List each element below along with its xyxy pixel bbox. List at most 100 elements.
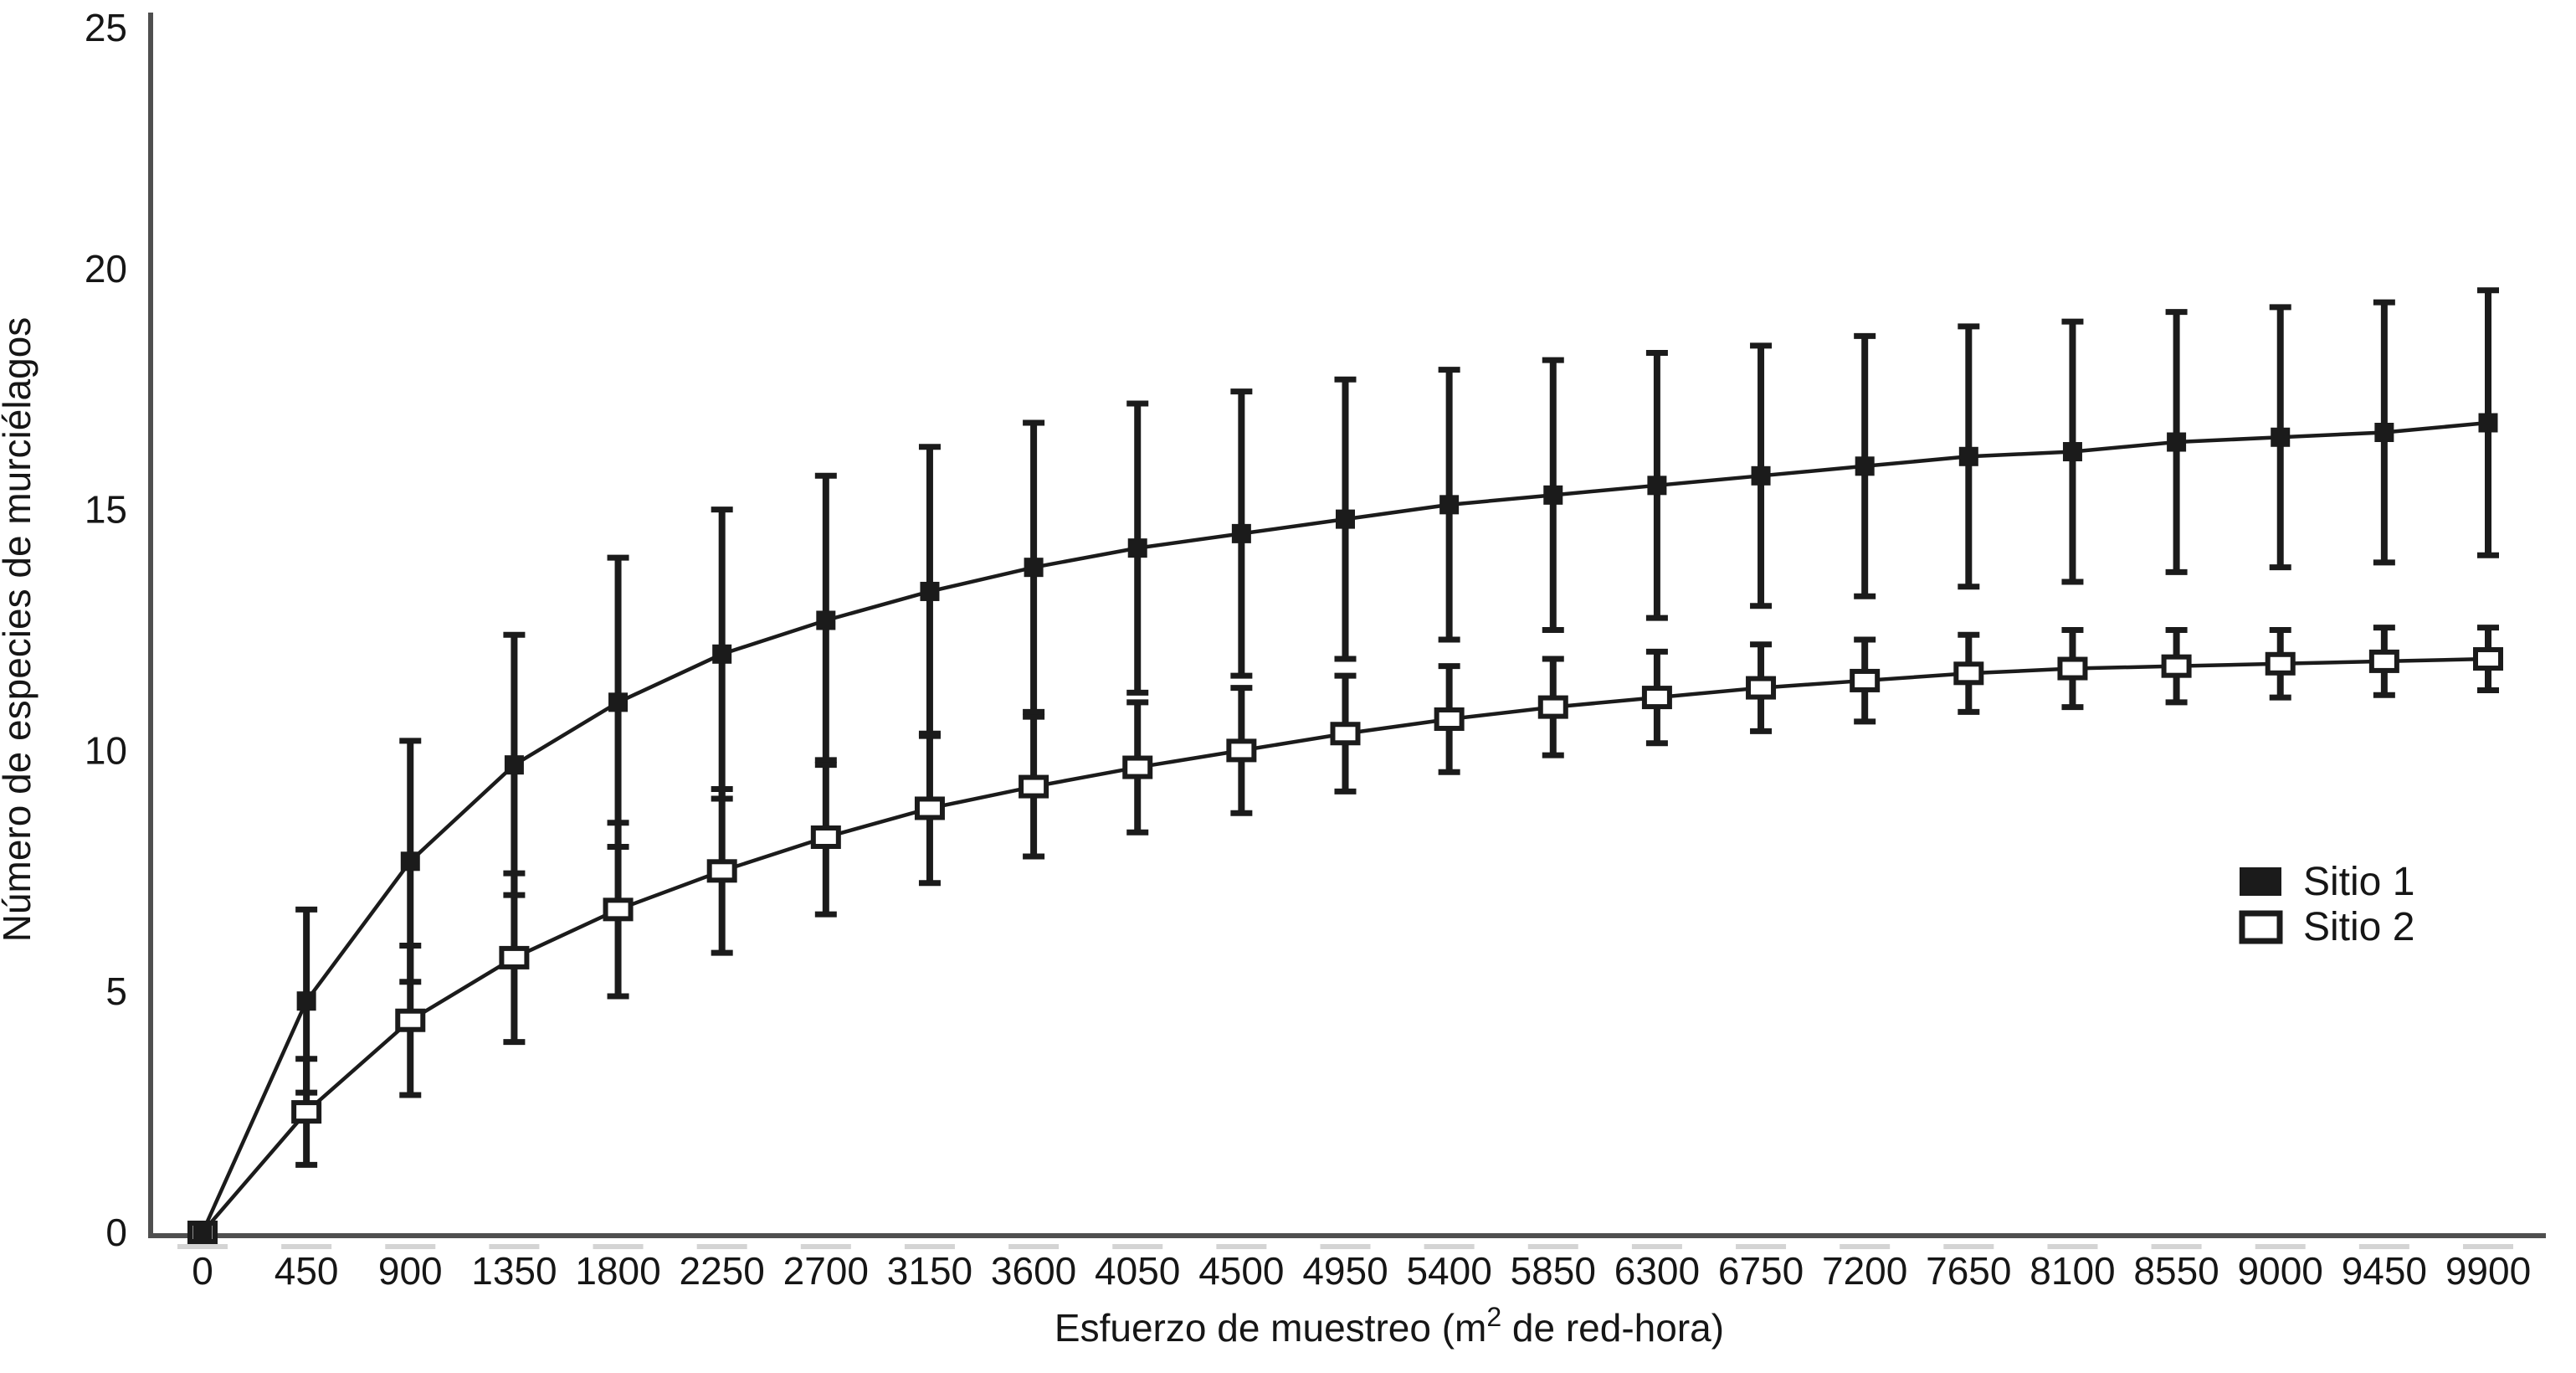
- x-tick-mark: [2151, 1244, 2202, 1249]
- y-tick-label: 5: [105, 969, 127, 1013]
- x-tick-mark: [281, 1244, 332, 1249]
- y-axis-title: Número de especies de murciélagos: [0, 317, 38, 943]
- marker-sitio-2: [1122, 755, 1153, 779]
- x-tick-label: 6750: [1718, 1249, 1804, 1293]
- x-tick-mark: [1527, 1244, 1578, 1249]
- legend-swatch-sitio-1: [2240, 867, 2281, 896]
- x-axis-tick-marks: [177, 1244, 2513, 1249]
- x-tick-label: 7200: [1822, 1249, 1907, 1293]
- marker-sitio-1: [2062, 442, 2082, 462]
- x-tick-label: 9000: [2238, 1249, 2323, 1293]
- x-tick-label: 6300: [1614, 1249, 1700, 1293]
- x-tick-mark: [1008, 1244, 1060, 1249]
- x-axis-title-post: de red-hora): [1501, 1306, 1724, 1350]
- marker-sitio-2: [1953, 661, 1984, 686]
- x-tick-label: 0: [192, 1249, 213, 1293]
- legend: Sitio 1 Sitio 2: [2239, 860, 2414, 949]
- series-sitio-2: [187, 625, 2503, 1244]
- x-tick-label: 5850: [1511, 1249, 1596, 1293]
- marker-sitio-1: [816, 610, 836, 630]
- x-tick-mark: [696, 1244, 747, 1249]
- marker-sitio-2: [1537, 695, 1568, 719]
- x-axis-title-superscript: 2: [1486, 1302, 1501, 1332]
- marker-sitio-2: [706, 859, 737, 883]
- y-axis-tick-labels: 0 5 10 15 20 25: [85, 6, 127, 1254]
- marker-sitio-1: [1751, 465, 1771, 486]
- x-tick-mark: [904, 1244, 955, 1249]
- marker-sitio-2: [2265, 651, 2296, 676]
- x-tick-mark: [1320, 1244, 1371, 1249]
- marker-sitio-1: [2271, 427, 2291, 447]
- marker-sitio-1: [1439, 495, 1460, 515]
- marker-sitio-1: [1231, 523, 1251, 543]
- x-tick-label: 2700: [783, 1249, 869, 1293]
- x-axis-title: Esfuerzo de muestreo (m2 de red-hora): [1055, 1302, 1724, 1350]
- legend-label-sitio-2: Sitio 2: [2303, 905, 2414, 949]
- marker-sitio-2: [1850, 668, 1881, 692]
- marker-sitio-1: [712, 644, 732, 664]
- x-tick-mark: [593, 1244, 644, 1249]
- marker-sitio-2: [603, 897, 634, 922]
- marker-sitio-2: [1019, 774, 1049, 799]
- marker-sitio-2: [1330, 722, 1361, 746]
- x-tick-label: 8100: [2029, 1249, 2115, 1293]
- x-tick-label: 9900: [2445, 1249, 2531, 1293]
- marker-sitio-1: [2374, 423, 2394, 443]
- marker-sitio-1: [504, 755, 524, 775]
- x-tick-mark: [1424, 1244, 1475, 1249]
- marker-sitio-1: [1647, 476, 1667, 496]
- marker-sitio-1: [1543, 485, 1563, 505]
- x-tick-mark: [2358, 1244, 2409, 1249]
- x-tick-label: 9450: [2342, 1249, 2427, 1293]
- marker-sitio-1: [1336, 509, 1355, 529]
- x-tick-mark: [1216, 1244, 1267, 1249]
- y-tick-label: 0: [105, 1211, 127, 1254]
- marker-sitio-2: [914, 796, 945, 820]
- legend-swatch-sitio-2: [2239, 910, 2283, 944]
- marker-sitio-2: [1641, 686, 1672, 710]
- marker-sitio-2: [2368, 649, 2399, 673]
- marker-sitio-2: [1434, 707, 1465, 731]
- marker-sitio-1: [400, 851, 420, 872]
- y-tick-label: 10: [85, 728, 127, 772]
- marker-sitio-1: [1024, 558, 1044, 578]
- marker-sitio-2: [810, 825, 841, 850]
- marker-sitio-1: [2478, 413, 2498, 433]
- x-tick-label: 4500: [1198, 1249, 1284, 1293]
- x-tick-label: 4050: [1095, 1249, 1180, 1293]
- marker-sitio-1: [608, 692, 629, 712]
- marker-sitio-1: [192, 1222, 213, 1242]
- x-tick-mark: [177, 1244, 228, 1249]
- marker-sitio-1: [1127, 538, 1147, 558]
- x-tick-mark: [1943, 1244, 1994, 1249]
- x-tick-label: 1350: [471, 1249, 557, 1293]
- data-series: [187, 287, 2503, 1244]
- x-tick-label: 4950: [1302, 1249, 1388, 1293]
- marker-sitio-1: [1855, 456, 1875, 476]
- marker-sitio-2: [2161, 654, 2192, 678]
- x-tick-mark: [2463, 1244, 2513, 1249]
- x-tick-mark: [385, 1244, 436, 1249]
- marker-sitio-2: [2473, 647, 2503, 671]
- axis-lines: [148, 13, 2546, 1238]
- marker-sitio-2: [1746, 676, 1777, 700]
- marker-sitio-2: [499, 945, 530, 969]
- x-tick-label: 1800: [575, 1249, 660, 1293]
- marker-sitio-2: [291, 1100, 322, 1124]
- x-tick-label: 900: [378, 1249, 443, 1293]
- x-tick-label: 2250: [680, 1249, 765, 1293]
- marker-sitio-2: [1226, 738, 1257, 763]
- x-tick-mark: [1736, 1244, 1787, 1249]
- x-tick-mark: [2047, 1244, 2098, 1249]
- x-tick-label: 450: [275, 1249, 339, 1293]
- x-tick-label: 7650: [1926, 1249, 2011, 1293]
- y-tick-label: 25: [85, 6, 127, 49]
- x-tick-mark: [1112, 1244, 1163, 1249]
- marker-sitio-2: [2057, 656, 2088, 681]
- x-tick-label: 3600: [991, 1249, 1076, 1293]
- series-sitio-1: [192, 287, 2499, 1242]
- marker-sitio-1: [1958, 446, 1978, 466]
- x-axis-title-pre: Esfuerzo de muestreo (m: [1055, 1306, 1486, 1350]
